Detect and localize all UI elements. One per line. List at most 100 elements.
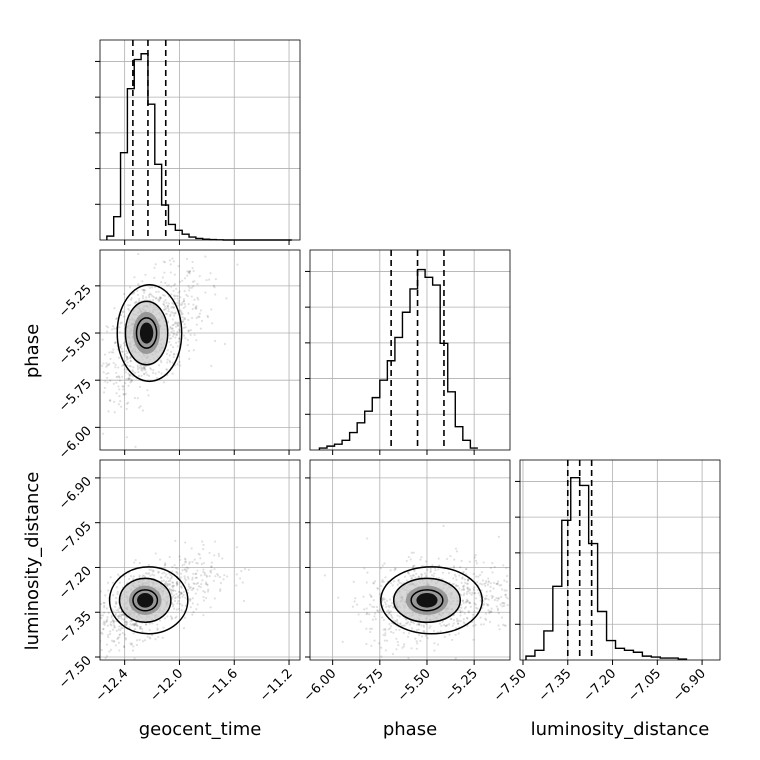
sample-point [184,568,187,571]
sample-point [179,572,183,575]
sample-point [441,621,444,624]
sample-point [91,348,93,350]
sample-point [378,642,381,645]
sample-point [110,639,114,642]
sample-point [210,565,213,568]
sample-point [121,385,124,388]
sample-point [465,598,468,601]
sample-point [148,286,151,289]
sample-point [88,632,90,634]
sample-point [107,363,110,367]
sample-point [384,634,387,637]
sample-point [222,578,225,581]
sample-point [412,551,415,554]
sample-point [141,367,144,370]
sample-point [185,570,188,573]
sample-point [186,588,189,592]
sample-point [114,612,117,615]
sample-point [163,294,166,297]
sample-point [104,594,107,597]
sample-point [174,341,178,344]
sample-point [445,624,448,627]
sample-point [128,286,132,289]
sample-point [179,309,182,312]
sample-point [117,615,120,618]
sample-point [171,324,174,327]
sample-point [489,585,492,588]
sample-point [202,614,205,617]
sample-point [121,627,124,630]
sample-point [144,273,147,276]
sample-point [183,290,186,293]
sample-point [131,577,135,580]
sample-point [493,598,496,602]
sample-point [170,575,174,578]
sample-point [385,610,389,613]
sample-point [223,342,227,346]
sample-point [117,403,121,406]
sample-point [437,568,440,571]
sample-point [192,587,195,590]
sample-point [388,610,391,614]
sample-point [128,356,132,359]
sample-point [135,639,139,642]
sample-point [429,571,432,574]
sample-point [442,623,446,627]
sample-point [176,572,179,575]
sample-point [109,632,112,636]
sample-point [125,620,128,623]
sample-point [177,299,180,302]
sample-point [359,620,362,623]
sample-point [178,591,181,594]
sample-point [169,573,172,577]
sample-point [502,564,505,567]
sample-point [195,608,198,611]
sample-point [198,275,201,278]
sample-point [174,539,177,542]
sample-point [466,591,469,594]
sample-point [168,340,171,344]
sample-point [114,644,118,647]
tick-label-phase: −5.25 [442,666,481,705]
sample-point [170,576,173,579]
sample-point [190,286,193,289]
contour-2 [118,577,172,623]
sample-point [181,564,184,567]
sample-point [155,296,158,299]
sample-point [169,343,173,347]
sample-point [125,622,129,625]
sample-point [180,312,183,315]
sample-point [480,571,483,574]
sample-point [105,372,108,375]
sample-point [116,637,119,641]
sample-point [488,612,491,615]
sample-point [362,595,365,598]
sample-point [162,381,166,384]
sample-point [123,315,126,318]
sample-point [147,374,151,377]
sample-point [188,289,191,292]
sample-point [467,579,470,582]
sample-point [365,642,368,646]
sample-point [165,301,168,304]
sample-point [122,645,126,648]
sample-point [198,315,201,318]
sample-point [171,327,174,330]
sample-point [389,604,392,607]
sample-point [177,291,180,294]
sample-point [482,561,485,564]
sample-point [142,289,145,292]
sample-point [412,622,416,625]
sample-point [170,589,173,592]
sample-point [171,570,174,573]
sample-point [128,377,132,380]
sample-point [420,556,423,559]
tick-label-geocent_time: −12.4 [93,666,132,705]
sample-point [163,300,166,303]
sample-point [165,312,169,316]
sample-point [464,581,467,584]
sample-point [496,609,500,612]
sample-point [157,364,161,367]
sample-point [174,311,177,314]
sample-point [159,359,162,362]
